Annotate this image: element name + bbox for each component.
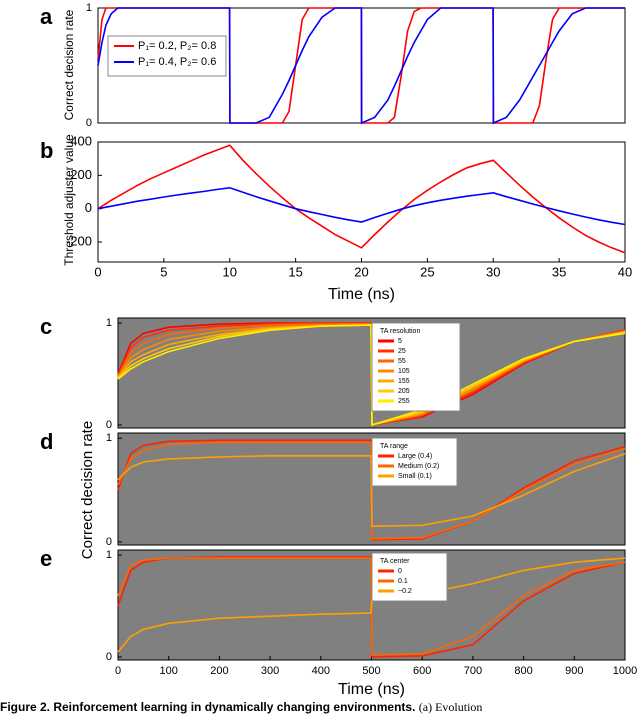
- y-tick-label: 1: [86, 2, 92, 14]
- x-tick-label: 40: [618, 264, 632, 279]
- data-line: [117, 322, 626, 426]
- x-tick-label: 25: [420, 264, 434, 279]
- plot-area: [97, 141, 626, 263]
- y-tick-label: 200: [70, 167, 92, 182]
- legend-label: 25: [398, 348, 406, 355]
- legend-label: 205: [398, 388, 410, 395]
- panel-label: e: [40, 546, 52, 571]
- y-tick-label: 0: [85, 200, 92, 215]
- panel-label: c: [40, 314, 52, 339]
- legend-label: 0.1: [398, 578, 408, 585]
- legend-title: TA range: [380, 443, 408, 450]
- legend-label: Large (0.4): [398, 453, 432, 460]
- x-tick-label: 700: [464, 665, 482, 677]
- legend-title: TA resolution: [380, 328, 420, 335]
- y-tick-label: 400: [70, 133, 92, 148]
- data-line: [117, 439, 626, 541]
- legend-title: TA center: [380, 558, 410, 565]
- x-tick-label: 100: [160, 665, 178, 677]
- x-tick-label: 800: [514, 665, 532, 677]
- legend-box: [371, 437, 458, 487]
- panel-label: a: [40, 4, 53, 29]
- y-tick-label: 1: [106, 549, 112, 561]
- legend-box: [371, 552, 448, 602]
- y-axis-label: Threshold adjuster value: [62, 134, 76, 266]
- x-axis-label: Time (ns): [328, 286, 395, 303]
- legend-label: 105: [398, 368, 410, 375]
- panel-label: d: [40, 429, 53, 454]
- legend-label: Small (0.1): [398, 473, 432, 480]
- x-tick-label: 20: [354, 264, 368, 279]
- x-tick-label: 35: [552, 264, 566, 279]
- legend-box: [371, 322, 461, 412]
- y-tick-label: 1: [106, 432, 112, 444]
- x-tick-label: 200: [210, 665, 228, 677]
- x-tick-label: 30: [486, 264, 500, 279]
- x-tick-label: 600: [413, 665, 431, 677]
- data-line: [117, 557, 626, 656]
- legend-label: 55: [398, 358, 406, 365]
- data-line: [117, 324, 626, 426]
- legend-label: −0.2: [398, 588, 412, 595]
- data-line: [97, 144, 626, 254]
- legend-label: Medium (0.2): [398, 463, 439, 470]
- y-tick-label: 0: [106, 536, 112, 548]
- legend-box: [107, 35, 227, 77]
- x-tick-label: 500: [362, 665, 380, 677]
- legend-label: P₁= 0.4, P₂= 0.6: [138, 56, 216, 68]
- caption-bold: Figure 2. Reinforcement learning in dyna…: [0, 700, 416, 714]
- x-tick-label: 300: [261, 665, 279, 677]
- data-line: [97, 7, 625, 125]
- data-line: [117, 556, 626, 658]
- x-tick-label: 0: [115, 665, 121, 677]
- legend-label: 155: [398, 378, 410, 385]
- legend-label: 5: [398, 338, 402, 345]
- x-tick-label: 15: [288, 264, 302, 279]
- x-tick-label: 400: [312, 665, 330, 677]
- x-axis-label: Time (ns): [338, 681, 405, 698]
- caption: Figure 2. Reinforcement learning in dyna…: [0, 700, 640, 714]
- y-tick-label: 0: [86, 117, 92, 129]
- y-axis-label: Correct decision rate: [62, 9, 76, 120]
- legend-label: P₁= 0.2, P₂= 0.8: [138, 40, 216, 52]
- panel-label: b: [40, 138, 53, 163]
- y-tick-label: 1: [106, 317, 112, 329]
- x-tick-label: 0: [94, 264, 101, 279]
- legend-label: 255: [398, 398, 410, 405]
- x-tick-label: 10: [223, 264, 237, 279]
- x-tick-label: 900: [565, 665, 583, 677]
- y-tick-label: 0: [106, 651, 112, 663]
- x-tick-label: 5: [160, 264, 167, 279]
- data-line: [117, 441, 626, 540]
- x-tick-label: 1000: [613, 665, 637, 677]
- y-tick-label: 0: [106, 419, 112, 431]
- legend-label: 0: [398, 568, 402, 575]
- data-line: [117, 452, 626, 528]
- data-line: [97, 186, 626, 226]
- caption-text: (a) Evolution: [418, 700, 483, 714]
- data-line: [117, 557, 626, 653]
- y-tick-label: -200: [66, 233, 92, 248]
- y-axis-label: Correct decision rate: [79, 421, 96, 559]
